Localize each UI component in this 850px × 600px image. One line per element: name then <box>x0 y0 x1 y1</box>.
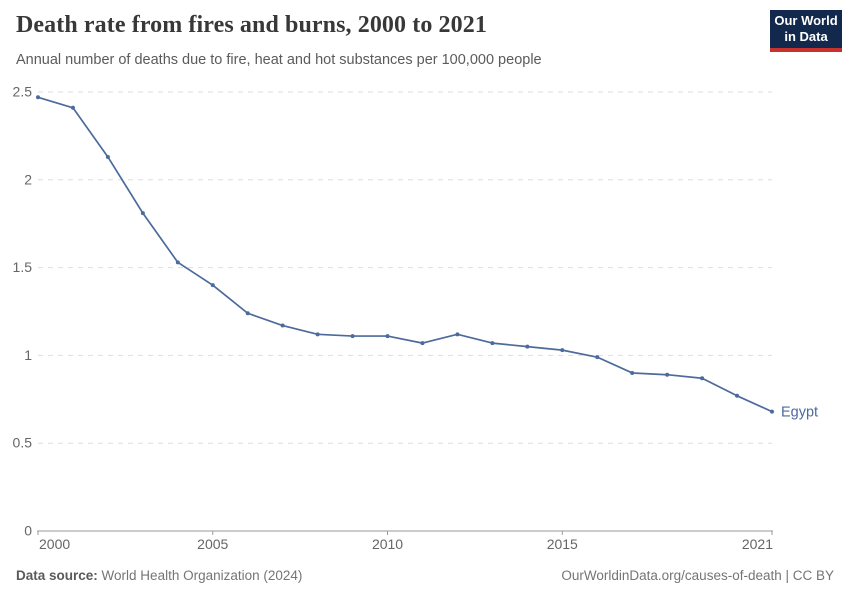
data-source-value: World Health Organization (2024) <box>101 568 303 583</box>
x-tick-label: 2000 <box>39 536 70 552</box>
data-source-label: Data source: <box>16 568 98 583</box>
chart-subtitle: Annual number of deaths due to fire, hea… <box>16 52 542 68</box>
data-point <box>420 341 425 346</box>
data-point <box>350 334 355 339</box>
data-point <box>315 332 320 337</box>
y-tick-label: 2 <box>24 171 32 187</box>
data-point <box>70 105 75 110</box>
y-tick-label: 2.5 <box>13 84 33 100</box>
data-point <box>595 355 600 360</box>
data-point <box>630 370 635 375</box>
x-tick-label: 2015 <box>547 536 578 552</box>
y-tick-label: 0.5 <box>13 435 33 451</box>
owid-logo: Our World in Data <box>770 10 842 52</box>
data-source: Data source: World Health Organization (… <box>16 568 302 583</box>
data-point <box>700 376 705 381</box>
data-point <box>665 372 670 377</box>
series-end-label: Egypt <box>781 405 818 421</box>
data-point <box>210 283 215 288</box>
data-point <box>735 393 740 398</box>
page-title: Death rate from fires and burns, 2000 to… <box>16 12 487 38</box>
data-point <box>245 311 250 316</box>
x-tick-label: 2005 <box>197 536 228 552</box>
x-tick-label: 2021 <box>742 536 773 552</box>
data-point <box>140 211 145 216</box>
data-point <box>36 95 40 100</box>
credit-line: OurWorldinData.org/causes-of-death | CC … <box>561 568 834 583</box>
chart-footer: Data source: World Health Organization (… <box>16 568 834 583</box>
y-tick-label: 1.5 <box>13 259 33 275</box>
data-point <box>455 332 460 337</box>
y-tick-label: 0 <box>24 523 32 539</box>
series-line <box>37 96 773 413</box>
data-point <box>385 334 390 339</box>
data-point <box>770 409 774 414</box>
logo-line-1: Our World <box>774 13 838 29</box>
data-point <box>175 260 180 265</box>
data-point <box>105 154 110 159</box>
logo-line-2: in Data <box>784 29 828 44</box>
data-point <box>525 344 530 349</box>
x-tick-label: 2010 <box>372 536 403 552</box>
data-point <box>280 323 285 328</box>
data-point <box>490 341 495 346</box>
data-point <box>560 348 565 353</box>
y-tick-label: 1 <box>24 347 32 363</box>
